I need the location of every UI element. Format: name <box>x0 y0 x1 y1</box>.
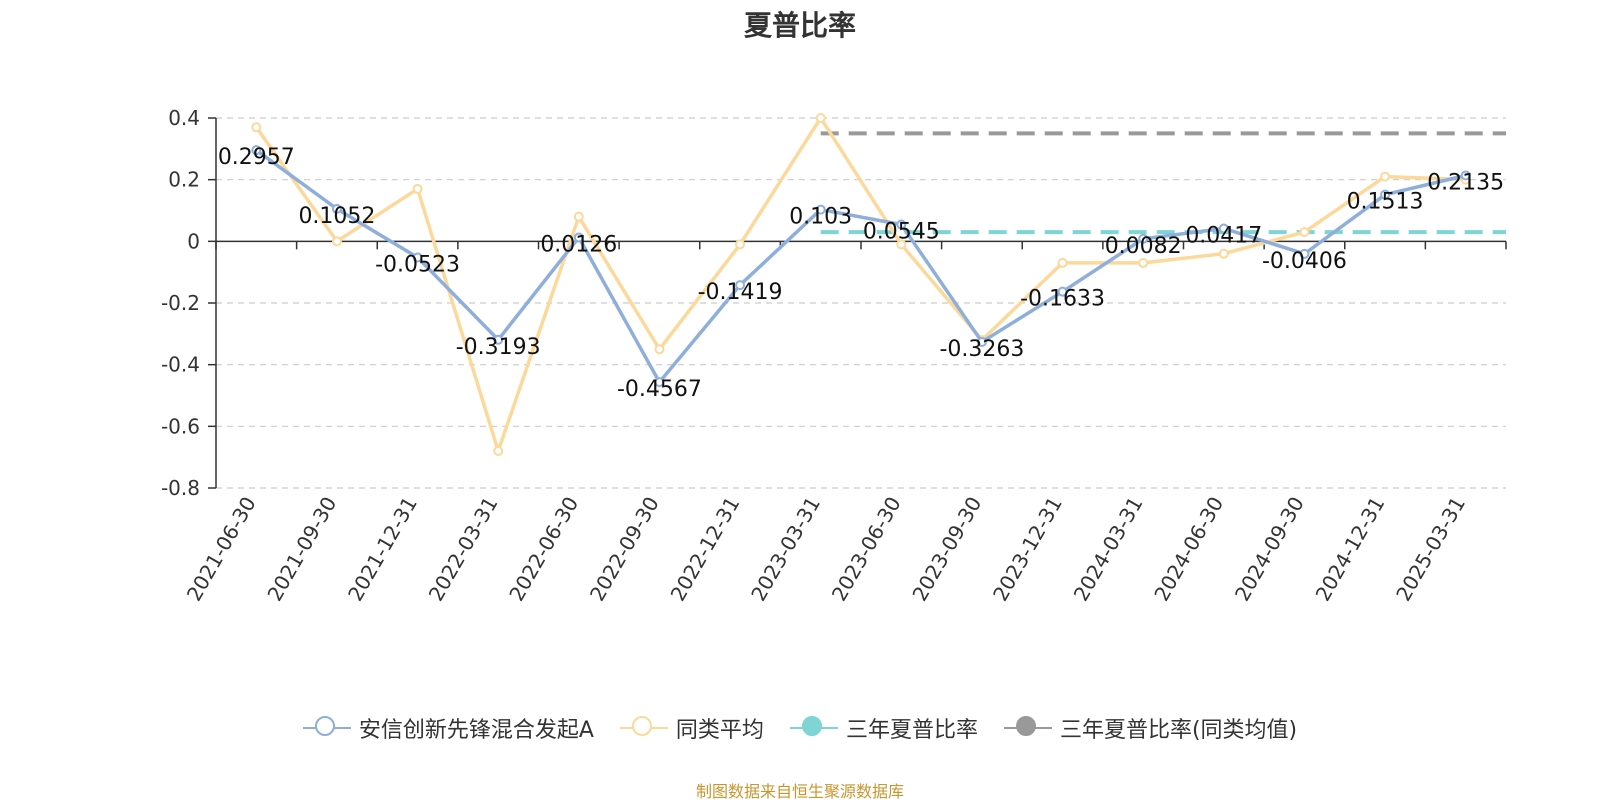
data-label: 0.0545 <box>863 220 940 245</box>
y-tick-label: -0.2 <box>161 291 200 315</box>
data-point <box>1138 257 1149 268</box>
data-point <box>1218 248 1229 259</box>
data-point <box>1218 223 1229 234</box>
data-label: -0.3193 <box>456 335 541 360</box>
x-tick-label: 2023-12-31 <box>988 493 1067 606</box>
data-point <box>735 280 746 291</box>
legend-item-three-year-sharpe[interactable]: 三年夏普比率 <box>789 712 978 744</box>
data-point <box>1380 171 1391 182</box>
legend-fund-label: 安信创新先锋混合发起A <box>358 718 594 743</box>
data-point <box>251 145 262 156</box>
data-point <box>896 239 907 250</box>
data-point <box>1380 189 1391 200</box>
data-label: -0.0406 <box>1262 249 1347 274</box>
y-tick-label: -0.4 <box>161 353 200 377</box>
y-tick-label: 0 <box>187 229 200 253</box>
data-label: 0.2957 <box>218 145 295 170</box>
data-label: -0.1633 <box>1020 287 1105 312</box>
data-point <box>654 377 665 388</box>
data-point <box>331 236 342 247</box>
data-point <box>251 122 262 133</box>
x-tick-label: 2021-09-30 <box>262 493 341 606</box>
y-tick-label: -0.8 <box>161 476 200 500</box>
data-point <box>896 219 907 230</box>
data-point <box>1299 248 1310 259</box>
data-point <box>1299 227 1310 238</box>
data-point <box>654 344 665 355</box>
legend-three-year-sharpe-peer-icon <box>1003 715 1052 741</box>
data-point <box>412 183 423 194</box>
data-point <box>331 203 342 214</box>
data-label: -0.0523 <box>375 252 460 277</box>
data-point <box>493 334 504 345</box>
data-label: -0.4567 <box>617 377 702 402</box>
legend-three-year-sharpe-label: 三年夏普比率 <box>845 718 978 743</box>
chart-title: 夏普比率 <box>743 9 856 42</box>
data-label: 0.0417 <box>1185 223 1262 248</box>
data-label: 0.0126 <box>540 232 617 257</box>
data-point <box>493 446 504 456</box>
legend-peer-average-label: 同类平均 <box>675 718 764 743</box>
data-point <box>976 336 987 347</box>
x-tick-label: 2024-09-30 <box>1230 493 1309 606</box>
y-tick-label: 0.4 <box>168 106 200 130</box>
data-point <box>815 204 826 215</box>
data-point <box>1057 286 1068 297</box>
data-label: 0.103 <box>789 205 852 230</box>
data-point <box>573 211 584 222</box>
x-tick-label: 2021-06-30 <box>182 493 261 606</box>
series-line <box>255 148 1467 384</box>
data-point <box>1057 257 1068 268</box>
legend-three-year-sharpe-peer-label: 三年夏普比率(同类均值) <box>1059 718 1298 743</box>
series-line <box>254 116 1466 453</box>
x-tick-label: 2023-06-30 <box>827 493 906 606</box>
legend-fund-icon <box>302 715 351 741</box>
x-tick-label: 2023-09-30 <box>907 493 986 606</box>
x-tick-label: 2023-03-31 <box>746 493 825 606</box>
source-note: 制图数据来自恒生聚源数据库 <box>695 782 904 801</box>
data-label: 0.1052 <box>298 204 375 229</box>
legend-item-peer-average[interactable]: 同类平均 <box>619 712 764 744</box>
data-point <box>735 239 746 250</box>
legend: 安信创新先锋混合发起A 同类平均 三年夏普比率 三年夏普比率(同类均值) <box>0 712 1600 744</box>
data-point <box>1138 233 1149 244</box>
x-tick-label: 2024-06-30 <box>1149 493 1228 606</box>
data-point <box>1460 170 1471 181</box>
data-label: 0.1513 <box>1347 190 1424 215</box>
y-tick-label: -0.6 <box>161 414 200 438</box>
legend-peer-average-icon <box>619 715 668 741</box>
data-label: 0.0082 <box>1105 234 1182 259</box>
legend-three-year-sharpe-icon <box>789 715 838 741</box>
legend-item-three-year-sharpe-peer[interactable]: 三年夏普比率(同类均值) <box>1003 712 1298 744</box>
x-tick-label: 2022-12-31 <box>665 493 744 606</box>
data-point <box>815 113 826 123</box>
data-label: -0.3263 <box>939 337 1024 362</box>
x-tick-label: 2024-03-31 <box>1069 493 1148 606</box>
x-tick-label: 2024-12-31 <box>1310 493 1389 606</box>
y-tick-label: 0.2 <box>168 168 200 192</box>
x-tick-label: 2025-03-31 <box>1391 493 1470 606</box>
data-label: 0.2135 <box>1427 171 1504 196</box>
legend-item-fund[interactable]: 安信创新先锋混合发起A <box>302 712 594 744</box>
data-label: -0.1419 <box>698 280 783 305</box>
data-point <box>412 252 423 263</box>
x-tick-label: 2021-12-31 <box>343 493 422 606</box>
x-tick-label: 2022-09-30 <box>585 493 664 606</box>
data-point <box>573 232 584 243</box>
x-tick-label: 2022-03-31 <box>424 493 503 606</box>
x-tick-label: 2022-06-30 <box>504 493 583 606</box>
